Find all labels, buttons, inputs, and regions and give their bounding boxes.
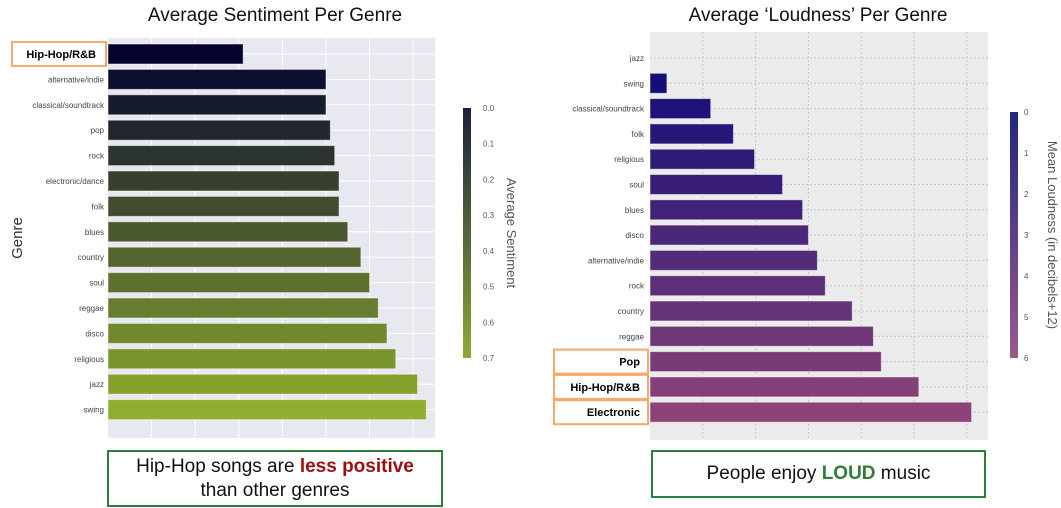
- colorbar-tick-label: 0.2: [483, 175, 495, 184]
- category-label: religious: [74, 355, 104, 364]
- bar: [649, 401, 973, 423]
- category-label: religious: [614, 155, 644, 164]
- colorbar-tick-label: 4: [1024, 272, 1029, 281]
- category-label: soul: [629, 181, 644, 190]
- bar: [107, 297, 379, 319]
- colorbar: [463, 108, 471, 358]
- category-label-highlighted: Pop: [619, 357, 640, 369]
- category-label: jazz: [89, 380, 104, 389]
- category-label: jazz: [629, 54, 644, 63]
- category-label: swing: [84, 406, 104, 415]
- category-label: blues: [85, 228, 104, 237]
- category-label: classical/soundtrack: [32, 101, 105, 110]
- colorbar-tick-label: 0: [1024, 108, 1029, 117]
- colorbar-tick-label: 6: [1024, 354, 1029, 363]
- bar: [107, 94, 327, 116]
- left-annotation-box: Hip-Hop songs are less positive than oth…: [107, 450, 443, 507]
- colorbar-tick-label: 1: [1024, 149, 1029, 158]
- category-label: rock: [89, 152, 105, 161]
- bar: [649, 275, 826, 297]
- bar: [107, 399, 427, 421]
- colorbar-tick-label: 0.0: [483, 104, 495, 113]
- bar: [649, 351, 882, 373]
- category-label-highlighted: Electronic: [587, 407, 640, 419]
- bar: [649, 199, 804, 221]
- colorbar-tick-label: 0.4: [483, 247, 495, 256]
- bar: [649, 123, 734, 145]
- colorbar-tick-label: 2: [1024, 190, 1029, 199]
- highlight-box: [553, 348, 649, 375]
- category-label-highlighted: Hip-Hop/R&B: [26, 49, 96, 61]
- category-label: swing: [624, 79, 644, 88]
- colorbar-tick-label: 0.6: [483, 318, 495, 327]
- colorbar-label: Average Sentiment: [504, 178, 519, 289]
- note-text: music: [875, 463, 931, 484]
- category-label: reggae: [79, 304, 104, 313]
- bar: [649, 148, 756, 170]
- bar: [649, 98, 712, 120]
- category-label: rock: [629, 282, 645, 291]
- category-label: pop: [91, 126, 105, 135]
- bar: [107, 373, 419, 395]
- bar: [107, 68, 327, 90]
- note-text: Hip-Hop songs are: [136, 455, 300, 477]
- colorbar-tick-label: 5: [1024, 313, 1029, 322]
- bar: [649, 325, 874, 347]
- bar: [649, 174, 784, 195]
- category-label: alternative/indie: [48, 75, 105, 84]
- colorbar: [1010, 112, 1018, 358]
- chart-title: Average ‘Loudness’ Per Genre: [689, 5, 948, 26]
- note-emphasis: LOUD: [821, 463, 876, 484]
- bar: [107, 246, 362, 268]
- category-label: disco: [85, 329, 104, 338]
- bar: [107, 43, 244, 65]
- category-label: alternative/indie: [588, 256, 645, 265]
- bar: [649, 249, 818, 271]
- bar: [107, 119, 331, 141]
- note-text: than other genres: [200, 479, 350, 501]
- category-label: disco: [625, 231, 644, 240]
- colorbar-label: Mean Loudness (in decibels+12): [1045, 141, 1060, 329]
- category-label: folk: [632, 130, 645, 139]
- colorbar-tick-label: 3: [1024, 231, 1029, 240]
- chart-title: Average Sentiment Per Genre: [148, 5, 402, 26]
- category-label: country: [78, 253, 104, 262]
- bar: [649, 300, 853, 322]
- note-emphasis: less positive: [299, 455, 414, 477]
- bar: [107, 348, 397, 370]
- bar: [107, 195, 340, 217]
- note-text: People enjoy: [706, 463, 822, 484]
- bar: [649, 72, 668, 94]
- highlight-box: [11, 41, 107, 67]
- bar: [107, 145, 336, 167]
- category-label: folk: [92, 202, 105, 211]
- category-label: reggae: [619, 332, 644, 341]
- highlight-box: [553, 399, 649, 426]
- colorbar-tick-label: 0.7: [483, 354, 495, 363]
- bar: [107, 221, 349, 243]
- bar: [107, 272, 371, 294]
- right-annotation-box: People enjoy LOUD music: [651, 450, 986, 498]
- colorbar-tick-label: 0.5: [483, 283, 495, 292]
- category-label: blues: [625, 206, 644, 215]
- colorbar-tick-label: 0.1: [483, 140, 495, 149]
- category-label: country: [618, 307, 644, 316]
- bar: [107, 322, 388, 344]
- bar: [107, 170, 340, 192]
- bar: [649, 376, 920, 398]
- colorbar-tick-label: 0.3: [483, 211, 495, 220]
- category-label: soul: [89, 279, 104, 288]
- category-label-highlighted: Hip-Hop/R&B: [570, 382, 640, 394]
- y-axis-label: Genre: [9, 217, 26, 259]
- category-label: classical/soundtrack: [572, 105, 645, 114]
- bar: [649, 224, 809, 246]
- highlight-box: [553, 373, 649, 400]
- category-label: electronic/dance: [46, 177, 105, 186]
